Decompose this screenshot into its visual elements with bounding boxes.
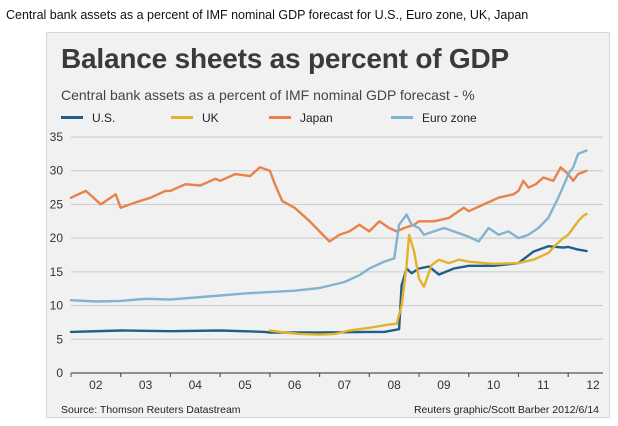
legend-label-japan: Japan	[300, 111, 333, 125]
legend-swatch-japan	[269, 116, 291, 120]
y-tick-label-10: 10	[50, 299, 64, 313]
x-tick-label-11: 11	[537, 378, 550, 392]
y-tick-label-25: 25	[50, 197, 64, 211]
legend-label-uk: UK	[202, 111, 219, 125]
y-tick-label-30: 30	[50, 164, 64, 178]
series-line-japan	[69, 166, 588, 243]
y-tick-label-0: 0	[56, 366, 63, 380]
y-tick-label-5: 5	[56, 332, 63, 346]
source-note: Source: Thomson Reuters Datastream	[61, 404, 241, 416]
x-tick-label-08: 08	[387, 378, 401, 392]
x-tick-label-03: 03	[139, 378, 153, 392]
legend-swatch-us	[61, 116, 83, 120]
legend-label-us: U.S.	[92, 111, 116, 125]
x-tick-label-12: 12	[586, 378, 600, 392]
chart-title: Balance sheets as percent of GDP	[61, 43, 509, 74]
x-tick-label-10: 10	[487, 378, 501, 392]
y-tick-label-15: 15	[50, 265, 64, 279]
image-caption: Central bank assets as a percent of IMF …	[6, 8, 529, 22]
series-line-u-s	[69, 244, 588, 334]
legend-swatch-euro-zone	[391, 116, 413, 120]
legend-item-euro-zone: Euro zone	[391, 111, 477, 125]
x-tick-label-04: 04	[189, 378, 203, 392]
chart-legend: U.S. UK Japan Euro zone	[61, 111, 601, 127]
x-tick-label-09: 09	[437, 378, 451, 392]
credit-note: Reuters graphic/Scott Barber 2012/6/14	[413, 404, 599, 416]
y-tick-label-35: 35	[50, 130, 64, 144]
chart-subtitle: Central bank assets as a percent of IMF …	[61, 87, 475, 103]
x-tick-label-06: 06	[288, 378, 302, 392]
series-line-uk	[268, 212, 588, 336]
series-line-euro-zone	[69, 149, 588, 303]
legend-item-uk: UK	[171, 111, 219, 125]
chart-panel: Balance sheets as percent of GDP Central…	[46, 32, 610, 418]
x-tick-label-05: 05	[238, 378, 252, 392]
y-tick-label-20: 20	[50, 231, 64, 245]
x-tick-label-02: 02	[89, 378, 103, 392]
x-tick-label-07: 07	[338, 378, 352, 392]
legend-item-japan: Japan	[269, 111, 333, 125]
legend-label-euro-zone: Euro zone	[422, 111, 477, 125]
legend-swatch-uk	[171, 116, 193, 120]
legend-item-us: U.S.	[61, 111, 115, 125]
